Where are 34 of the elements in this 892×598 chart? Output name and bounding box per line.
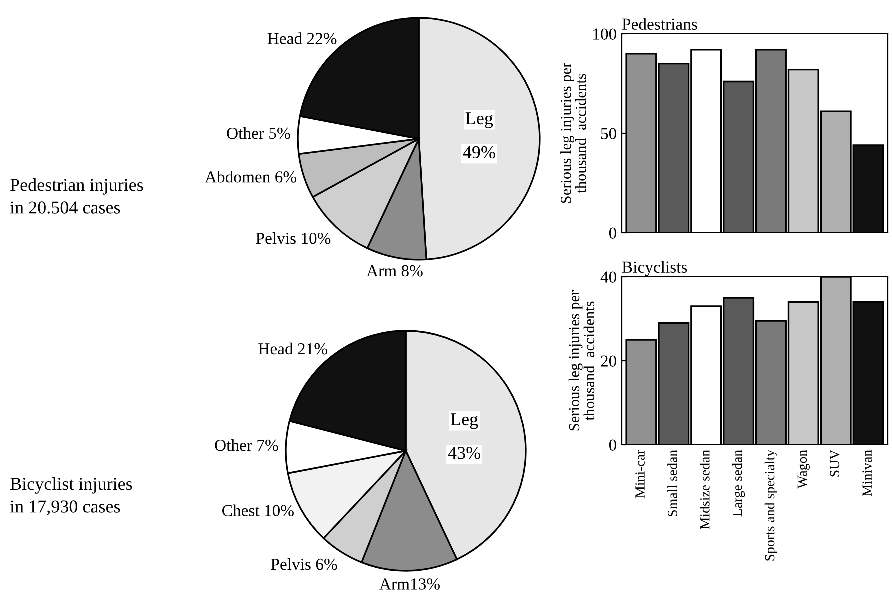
slice-label: Leg [451,414,478,430]
y-tick-label: 50 [601,128,617,140]
x-tick-label: Large sedan [732,450,746,517]
x-tick-label: Minivan [862,450,872,497]
slice-label: Head 22% [268,32,337,44]
y-tick-label: 40 [600,272,617,283]
slice-label: Other 5% [227,127,290,140]
text: Bicyclist injuries in 17,930 cases [10,477,132,516]
slice-label: Other 7% [215,439,278,452]
y-tick-label: 100 [594,28,617,40]
x-tick-label: Mini-car [636,450,645,498]
data-label: 43% [448,447,480,460]
x-tick-label: Sports and specialty [764,450,778,561]
x-tick-label: Midsize sedan [700,450,710,530]
slice-label: Abdomen 6% [205,171,296,183]
y-tick-label: 20 [601,356,617,367]
x-tick-label: Small sedan [668,450,678,516]
slice-label: Pelvis 10% [256,232,331,244]
data-label: 49% [463,146,496,159]
y-axis-title: Serious leg injuries per thousand accidents [568,290,595,431]
chart-title: Bicyclists [622,261,688,276]
slice-label: Chest 10% [222,504,294,517]
y-tick-label: 0 [609,228,617,239]
slice-label: Leg [466,112,494,128]
chart-title: Pedestrians [622,18,698,30]
slice-label: Arm13% [380,578,440,590]
text: Pedestrian injuries in 20.504 cases [10,178,144,214]
slice-label: Arm 8% [366,265,423,277]
slice-label: Pelvis 6% [271,558,338,570]
slice-label: Head 21% [258,342,328,355]
y-axis-title: Serious leg injuries per thousand accidents [560,62,586,204]
x-tick-label: SUV [830,450,840,477]
x-tick-label: Wagon [798,450,810,489]
y-tick-label: 0 [609,440,617,451]
